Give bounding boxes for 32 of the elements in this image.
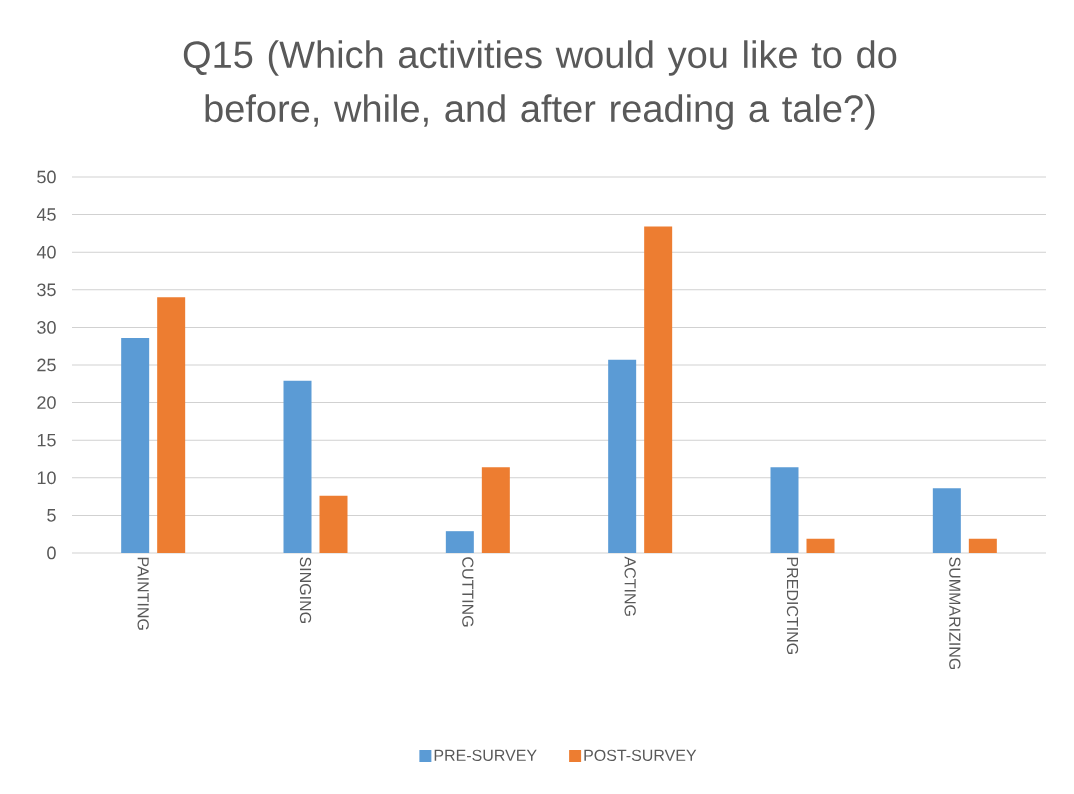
y-tick-label: 35 [37, 283, 56, 297]
y-tick-label: 40 [36, 245, 56, 259]
bar [968, 538, 997, 553]
bar [932, 488, 961, 553]
y-tick-label: 25 [37, 358, 56, 372]
legend-label: PRE-SURVEY [434, 749, 537, 762]
chart-title: Q15 (Which activities would you like to do before, while, and after reading a tale?) [183, 40, 897, 130]
bar [481, 467, 510, 553]
bar [806, 538, 835, 553]
y-tick-label: 50 [37, 170, 56, 184]
y-tick-label: 5 [47, 509, 56, 522]
y-tick-label: 20 [37, 396, 56, 409]
y-tick-label: 15 [37, 433, 56, 447]
x-tick-label: ACTING [624, 556, 636, 616]
y-tick-label: 0 [47, 546, 56, 560]
x-tick-label: PAINTING [137, 557, 149, 630]
y-tick-label: 45 [36, 208, 56, 221]
y-tick-label: 10 [37, 471, 56, 485]
x-tick-label: PREDICTING [786, 557, 799, 654]
x-tick-label: SINGING [299, 557, 312, 623]
y-tick-label: 30 [37, 321, 56, 334]
bar [644, 226, 673, 553]
bar [770, 467, 799, 553]
bar [157, 297, 186, 553]
legend-label: POST-SURVEY [584, 749, 697, 762]
bar [608, 359, 637, 553]
bar [121, 337, 150, 553]
bar [445, 531, 474, 553]
bar [319, 495, 348, 553]
x-tick-label: SUMMARIZING [949, 557, 961, 670]
bar [283, 380, 312, 553]
x-tick-label: CUTTING [462, 557, 474, 627]
